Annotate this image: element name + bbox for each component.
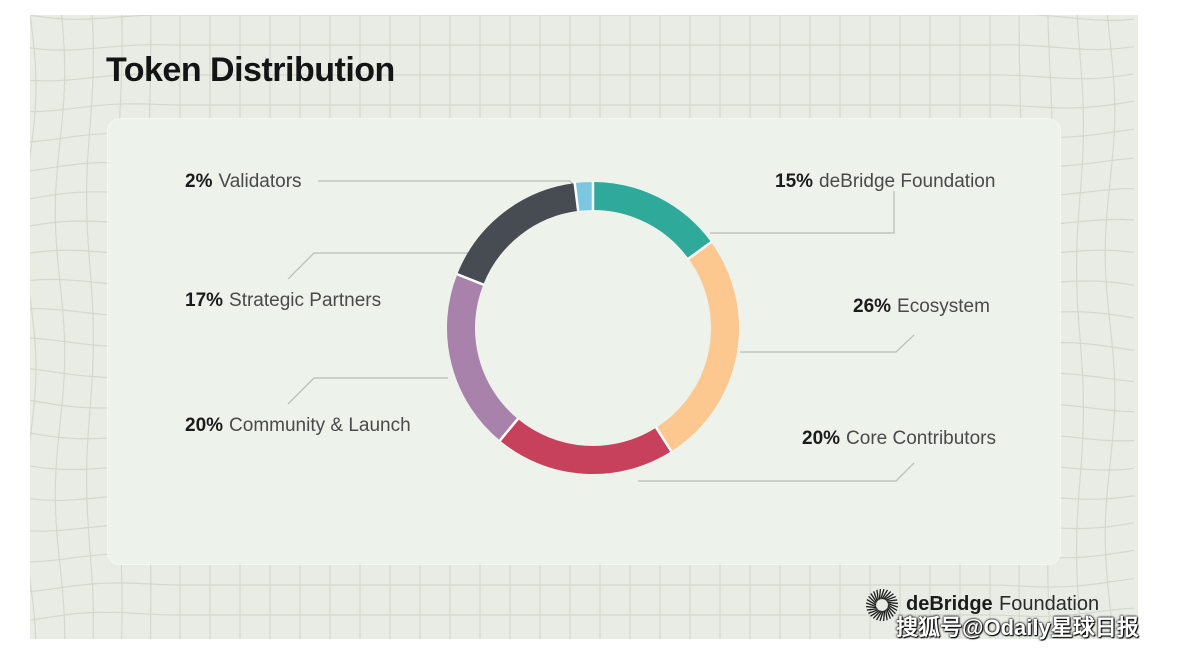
leader-line-core-contributors <box>638 462 915 482</box>
ecosystem-percent: 26% <box>853 296 892 317</box>
watermark-text: 搜狐号@Odaily星球日报 <box>896 615 1139 640</box>
leader-line-ecosystem <box>740 334 915 353</box>
label-ecosystem: 26% Ecosystem <box>853 296 990 318</box>
leader-line-strategic-partners <box>287 252 480 280</box>
page-title: Token Distribution <box>106 51 395 89</box>
slice-separator <box>498 417 520 443</box>
brand-suffix: Foundation <box>999 593 1100 615</box>
community-launch-label: Community & Launch <box>229 415 411 436</box>
debridge-foundation-label: deBridge Foundation <box>819 171 996 192</box>
slide: Token Distribution 2% Validators 17% Strat… <box>30 15 1138 639</box>
leader-line-community-launch <box>287 377 448 405</box>
donut-chart <box>287 180 915 482</box>
debridge-logo-icon <box>865 588 899 622</box>
strategic-partners-percent: 17% <box>185 290 224 311</box>
label-validators: 2% Validators <box>185 171 302 193</box>
debridge-foundation-percent: 15% <box>775 171 814 192</box>
slice-separator <box>455 272 485 287</box>
validators-percent: 2% <box>185 171 213 192</box>
slice-strategic-partners <box>457 183 579 285</box>
slice-separator <box>686 240 713 261</box>
label-debridge-foundation: 15% deBridge Foundation <box>775 171 995 193</box>
chart-card: 2% Validators 17% Strategic Partners 20% Co… <box>108 119 1060 564</box>
core-contributors-percent: 20% <box>802 428 841 449</box>
slice-core-contributors <box>499 418 672 474</box>
leader-line-debridge-foundation <box>710 191 895 234</box>
strategic-partners-label: Strategic Partners <box>229 290 382 311</box>
slice-validators <box>574 182 594 211</box>
ecosystem-label: Ecosystem <box>897 296 990 317</box>
community-launch-percent: 20% <box>185 415 224 436</box>
label-community-launch: 20% Community & Launch <box>185 415 411 437</box>
slice-separator <box>654 426 673 453</box>
brand-name: deBridge <box>906 593 993 615</box>
slice-separator <box>573 182 580 213</box>
slice-debridge-foundation <box>592 182 712 259</box>
validators-label: Validators <box>218 171 302 192</box>
core-contributors-label: Core Contributors <box>846 428 996 449</box>
slice-community-launch <box>447 274 519 441</box>
slice-ecosystem <box>655 242 739 452</box>
label-core-contributors: 20% Core Contributors <box>802 428 996 450</box>
label-strategic-partners: 17% Strategic Partners <box>185 290 381 312</box>
